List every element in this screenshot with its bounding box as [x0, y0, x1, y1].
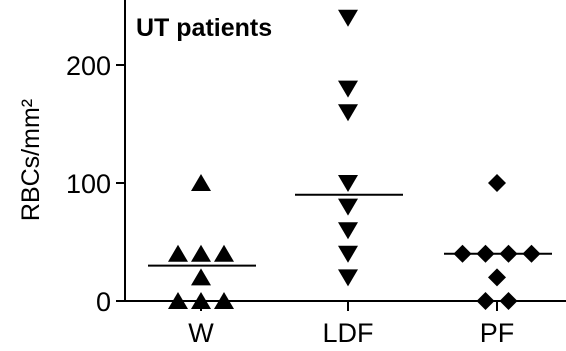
- x-tick-label-w: W: [188, 318, 214, 348]
- y-tick-label: 200: [66, 51, 111, 81]
- data-point-ldf: [338, 175, 358, 192]
- data-point-ldf: [338, 9, 358, 27]
- y-axis-label: RBCs/mm²: [17, 99, 45, 221]
- data-point-w: [168, 244, 188, 262]
- median-lines: [148, 193, 552, 267]
- data-marks: [168, 9, 541, 310]
- data-point-w: [214, 292, 234, 309]
- data-point-w: [191, 244, 211, 262]
- data-point-pf: [499, 292, 518, 310]
- x-tick-label-ldf: LDF: [322, 318, 373, 348]
- y-tick-label: 0: [96, 287, 111, 317]
- data-point-ldf: [338, 104, 358, 122]
- data-point-ldf: [338, 198, 358, 216]
- chart-title: UT patients: [136, 14, 272, 42]
- x-ticks: W LDF PF: [188, 301, 514, 348]
- data-point-w: [191, 174, 211, 191]
- data-point-w: [168, 292, 188, 309]
- data-point-ldf: [338, 269, 358, 287]
- data-point-ldf: [338, 245, 358, 263]
- x-tick-label-pf: PF: [480, 318, 515, 348]
- data-point-w: [214, 244, 234, 262]
- data-point-ldf: [338, 80, 358, 98]
- data-point-pf: [476, 292, 495, 310]
- data-point-w: [191, 292, 211, 309]
- data-point-w: [191, 268, 211, 286]
- data-point-ldf: [338, 222, 358, 240]
- y-tick-label: 100: [66, 169, 111, 199]
- data-point-pf: [488, 268, 506, 287]
- y-ticks: 0 100 200: [66, 51, 125, 317]
- data-point-pf: [488, 174, 506, 192]
